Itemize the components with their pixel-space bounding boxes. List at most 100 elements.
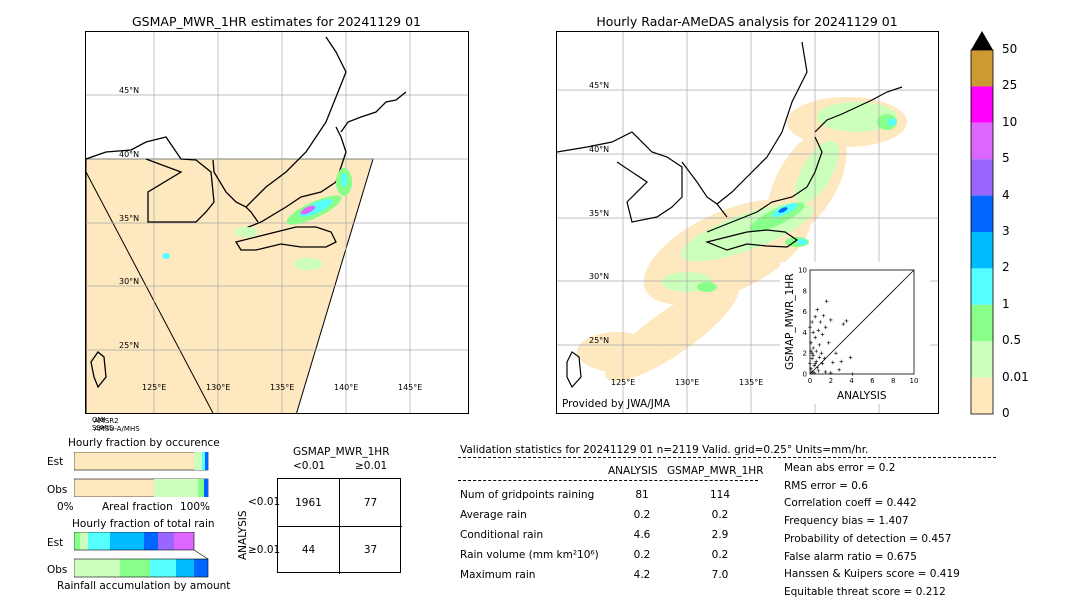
scatter-point bbox=[824, 299, 829, 303]
colorbar-extend-arrow bbox=[971, 31, 993, 50]
scatter-point bbox=[817, 355, 822, 360]
scatter-point bbox=[850, 372, 855, 376]
scatter-point bbox=[812, 363, 816, 368]
right-lon-125: 125°E bbox=[611, 378, 636, 387]
right-lat-40: 40°N bbox=[589, 145, 610, 154]
left-lon-140: 140°E bbox=[334, 383, 359, 392]
scatter-point bbox=[813, 315, 817, 319]
scatter-point bbox=[816, 328, 821, 333]
scatter-point bbox=[809, 341, 813, 345]
colorbar-tick-label: 50 bbox=[1002, 42, 1018, 56]
colorbar-swatch bbox=[971, 86, 993, 123]
scatter-point bbox=[810, 320, 814, 324]
contingency-row-ge: ≥0.01 bbox=[248, 544, 281, 556]
right-lon-130: 130°E bbox=[675, 378, 700, 387]
satellite-labels-2: AMSR2 AMSU-A/MHS bbox=[94, 417, 140, 433]
scatter-point bbox=[821, 313, 826, 318]
scatter-xtick: 0 bbox=[808, 377, 812, 385]
scatter-ytick: 6 bbox=[803, 308, 808, 316]
colorbar-swatch bbox=[971, 122, 993, 160]
contingency-table: 1961 77 44 37 bbox=[277, 478, 402, 574]
colorbar-swatch bbox=[971, 268, 993, 305]
scatter-inset: 0 0 2 2 4 4 6 6 8 8 10 10 bbox=[780, 262, 930, 404]
scatter-point bbox=[808, 361, 812, 366]
colorbar-swatch bbox=[971, 304, 993, 342]
validation-col-analysis: ANALYSIS bbox=[608, 465, 658, 477]
validation-score: Probability of detection = 0.457 bbox=[784, 532, 952, 545]
left-lat-40: 40°N bbox=[119, 150, 140, 159]
right-lat-25: 25°N bbox=[589, 336, 610, 345]
scatter-xtick: 6 bbox=[870, 377, 875, 385]
total-rain-bars bbox=[74, 532, 209, 578]
colorbar-swatch bbox=[971, 159, 993, 196]
scatter-point bbox=[823, 325, 828, 329]
scatter-diagonal bbox=[809, 269, 915, 375]
contingency-col-lt: <0.01 bbox=[293, 460, 326, 472]
scatter-xtick: 2 bbox=[829, 377, 833, 385]
validation-a: 4.2 bbox=[633, 569, 651, 581]
colorbar-tick-label: 3 bbox=[1002, 224, 1010, 238]
validation-b: 7.0 bbox=[711, 569, 729, 581]
scatter-point bbox=[848, 355, 853, 360]
sat-label: AMSR2 bbox=[94, 417, 119, 425]
scatter-xtick: 4 bbox=[849, 377, 854, 385]
validation-score: Mean abs error = 0.2 bbox=[784, 462, 896, 474]
total-rain-row-obs: Obs bbox=[47, 564, 68, 576]
scatter-point bbox=[809, 349, 813, 353]
scatter-ytick: 4 bbox=[803, 329, 808, 337]
scatter-point bbox=[810, 351, 814, 355]
total-rain-title: Hourly fraction of total rain bbox=[72, 518, 215, 530]
colorbar-tick-label: 25 bbox=[1002, 78, 1018, 93]
contingency-row-lt: <0.01 bbox=[248, 496, 281, 508]
contingency-cell: 77 bbox=[363, 497, 378, 509]
scatter-point bbox=[813, 361, 817, 366]
contingency-title: GSMAP_MWR_1HR bbox=[293, 446, 390, 458]
occurrence-axis-left: 0% bbox=[57, 501, 74, 513]
scatter-point bbox=[820, 361, 825, 366]
scatter-point bbox=[844, 319, 849, 323]
scatter-point bbox=[834, 351, 838, 355]
colorbar-tick-label: 2 bbox=[1002, 260, 1010, 275]
scatter-point bbox=[841, 322, 846, 326]
colorbar bbox=[970, 31, 994, 415]
right-map-title: Hourly Radar-AMeDAS analysis for 2024112… bbox=[596, 14, 898, 29]
validation-score: Frequency bias = 1.407 bbox=[784, 515, 909, 528]
satellite-labels: GMI SSMIS bbox=[92, 416, 113, 432]
colorbar-swatch bbox=[971, 50, 993, 87]
contingency-col-ge: ≥0.01 bbox=[355, 460, 388, 472]
validation-b: 0.2 bbox=[711, 549, 729, 561]
scatter-point bbox=[837, 368, 841, 372]
left-lat-25: 25°N bbox=[119, 341, 140, 350]
validation-a: 81 bbox=[635, 489, 649, 501]
scatter-ylabel: GSMAP_MWR_1HR bbox=[784, 273, 796, 370]
scatter-point bbox=[811, 346, 815, 350]
scatter-point bbox=[818, 320, 823, 324]
occurrence-axis-right: 100% bbox=[180, 501, 211, 513]
scatter-ytick: 0 bbox=[803, 371, 807, 379]
colorbar-tick-label: 0.01 bbox=[1002, 369, 1029, 384]
colorbar-tick-label: 0 bbox=[1002, 406, 1010, 420]
left-lon-145: 145°E bbox=[398, 383, 423, 392]
left-lat-45: 45°N bbox=[119, 86, 140, 95]
scatter-xtick: 10 bbox=[910, 377, 919, 385]
scatter-point bbox=[823, 370, 828, 374]
scatter-point bbox=[839, 359, 843, 364]
left-lon-135: 135°E bbox=[270, 383, 295, 392]
total-rain-row-est: Est bbox=[47, 537, 64, 549]
validation-b: 114 bbox=[709, 489, 731, 501]
validation-label: Maximum rain bbox=[460, 569, 536, 581]
total-rain-axis-label: Rainfall accumulation by amount bbox=[57, 580, 231, 592]
colorbar-tick-label: 10 bbox=[1002, 114, 1018, 129]
left-lat-30: 30°N bbox=[119, 277, 140, 286]
colorbar-swatch bbox=[971, 341, 993, 378]
sat-label: GMI bbox=[92, 416, 106, 424]
scatter-point bbox=[815, 307, 820, 312]
right-map-graphic bbox=[557, 32, 938, 413]
scatter-point bbox=[813, 335, 817, 340]
validation-a: 0.2 bbox=[633, 509, 651, 521]
scatter-point bbox=[815, 365, 820, 370]
scatter-point bbox=[808, 325, 812, 329]
scatter-xlabel: ANALYSIS bbox=[837, 390, 887, 402]
left-map-graphic bbox=[86, 32, 468, 413]
validation-score: Correlation coeff = 0.442 bbox=[784, 497, 917, 510]
